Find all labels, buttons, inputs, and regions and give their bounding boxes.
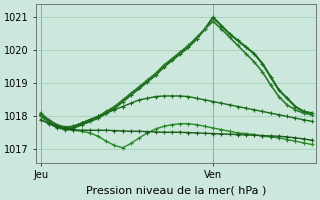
X-axis label: Pression niveau de la mer( hPa ): Pression niveau de la mer( hPa ): [86, 186, 266, 196]
